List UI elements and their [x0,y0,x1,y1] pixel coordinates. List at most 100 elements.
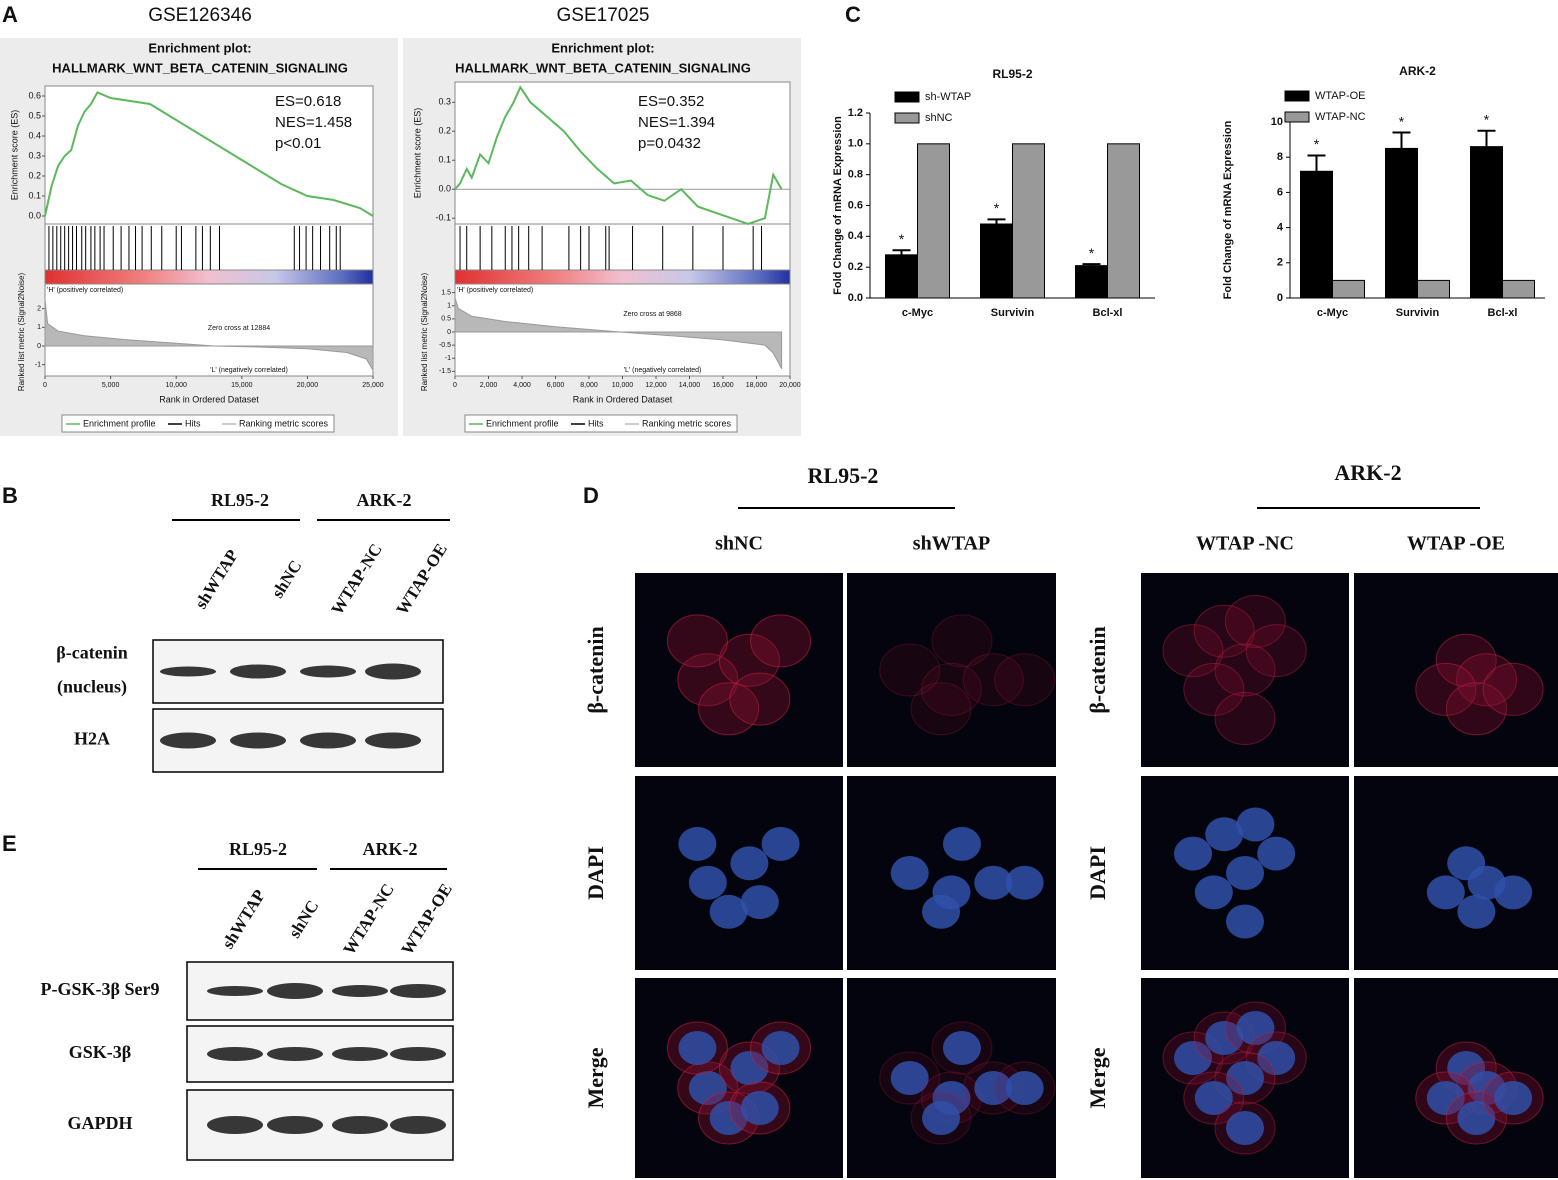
nucleus-stain [1174,1041,1212,1075]
significance: * [899,231,905,247]
bar [1012,143,1045,299]
gene-set: HALLMARK_WNT_BETA_CATENIN_SIGNALING [52,60,348,75]
neg-label: 'L' (negatively correlated) [624,367,702,374]
row-label: Merge [1085,1047,1110,1108]
x-tick-label: 8,000 [580,382,598,389]
chart-title: ARK-2 [1399,64,1436,78]
y-axis-label: Enrichment score (ES) [9,110,19,201]
metric-tick-label: 0.5 [441,316,451,323]
x-tick-label: 5,000 [102,382,120,389]
blot-band [390,1116,446,1134]
x-tick-label: c-Myc [902,307,933,319]
y-tick-label: 8 [1277,151,1283,163]
x-tick-label: 25,000 [362,382,384,389]
x-axis-label: Rank in Ordered Dataset [159,394,259,404]
nucleus-stain [740,885,779,920]
y-tick-label: 0.8 [848,169,863,181]
row-label: β-catenin [56,643,127,663]
dataset-title: GSE126346 [148,5,252,26]
legend-label: sh-WTAP [925,91,971,103]
metric-tick-label: 1.5 [441,289,451,296]
metric-axis-label: Ranked list metric (Signal2Noise) [17,273,26,392]
blot-band [160,732,216,749]
y-axis-label: Fold Change of mRNA Expression [1222,120,1234,299]
metric-tick-label: -1 [445,355,451,362]
nucleus-stain [1426,875,1465,910]
blot-band [365,732,421,749]
group-label: RL95-2 [211,490,269,510]
x-tick-label: 12,000 [645,382,667,389]
nucleus-stain [1426,1081,1465,1115]
micrograph [847,573,1056,767]
gene-set: HALLMARK_WNT_BETA_CATENIN_SIGNALING [455,60,751,75]
metric-tick-label: -0.5 [439,342,451,349]
nucleus-stain [1194,1081,1233,1115]
x-tick-label: 4,000 [513,382,531,389]
metric-area [454,297,783,369]
catenin-stain [1456,653,1518,707]
x-tick-label: 6,000 [547,382,565,389]
lane-label: shWTAP [191,546,242,612]
zero-cross: Zero cross at 12884 [208,325,270,332]
group-label: RL95-2 [229,839,287,859]
nucleus-stain [761,826,800,861]
blot-band [267,1116,323,1134]
lane-label: WTAP-OE [397,880,455,958]
x-tick-label: 10,000 [165,382,187,389]
nucleus-stain [761,1031,800,1065]
legend-label: Hits [588,418,604,428]
y-tick-label: 10 [1271,116,1283,128]
blot-band [207,986,263,996]
legend-label: shNC [925,112,953,124]
catenin-stain [666,614,728,668]
legend-box [61,414,335,433]
panel-letter: A [2,2,18,27]
es-panel [454,81,791,225]
pos-label: 'H' (positively correlated) [47,287,123,294]
significance: * [1484,112,1490,128]
legend-label: WTAP-NC [1315,111,1366,123]
micrograph [1141,573,1349,767]
catenin-stain [921,662,982,716]
nucleus-stain [1257,1041,1296,1075]
error-bar [1307,154,1326,172]
metric-area [44,299,374,373]
catenin-stain [750,614,812,668]
group-label: ARK-2 [1334,460,1401,485]
nucleus-stain [688,1071,727,1105]
x-tick-label: Survivin [991,307,1035,319]
metric-tick-label: 1 [447,303,451,310]
plot-subtitle: Enrichment plot: [148,40,251,55]
legend-label: Enrichment profile [486,418,559,428]
y-axis-label: Fold Change of mRNA Expression [832,116,844,295]
y-tick-label: 0.2 [438,126,451,136]
es-stat: p=0.0432 [638,135,701,152]
error-bar [1082,263,1101,266]
nucleus-stain [890,856,929,890]
y-tick-label: 0.5 [28,110,41,120]
column-label: shNC [715,533,763,555]
blot-band [267,983,323,999]
y-tick-label: 0.0 [848,292,863,304]
nucleus-stain [1174,836,1212,871]
nucleus-stain [1236,807,1275,842]
x-tick-label: 2,000 [480,382,498,389]
y-tick-label: -0.1 [435,213,451,223]
error-bar [892,249,911,255]
nucleus-stain [1005,1071,1044,1105]
zero-cross: Zero cross at 9868 [623,311,681,318]
error-bar [1477,129,1496,147]
row-label: (nucleus) [57,677,127,698]
nucleus-stain [1194,875,1233,910]
blot-band [267,1047,323,1061]
legend-label: Hits [185,418,201,428]
nucleus-stain [1257,836,1296,871]
row-label: β-catenin [583,626,608,713]
x-tick-label: c-Myc [1317,307,1348,319]
panel-letter: C [845,2,861,27]
y-tick-label: 0.0 [28,210,41,220]
group-label: RL95-2 [808,463,879,488]
x-tick-label: 0 [453,382,457,389]
nucleus-stain [942,1031,981,1065]
lane-label: WTAP-OE [392,540,450,618]
